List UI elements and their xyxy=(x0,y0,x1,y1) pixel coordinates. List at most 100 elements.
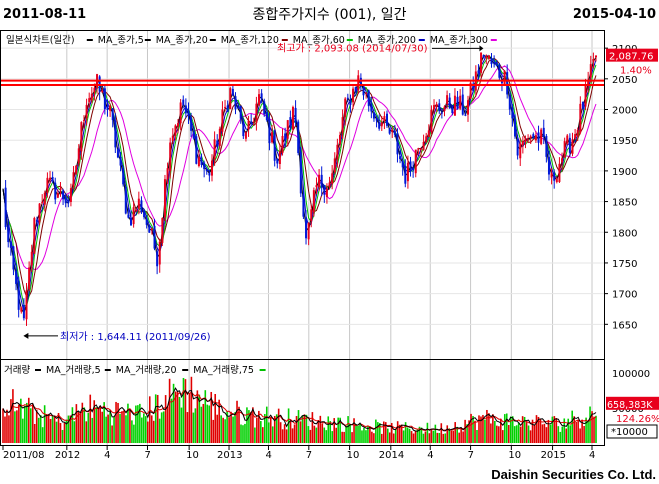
volume-bar xyxy=(262,427,264,443)
candle-up xyxy=(344,98,347,118)
volume-bar xyxy=(527,425,530,443)
volume-bar xyxy=(8,415,10,443)
volume-bar xyxy=(283,424,286,443)
x-tick-label: 10 xyxy=(186,450,199,461)
candle-up xyxy=(406,162,409,182)
volume-bar xyxy=(168,378,171,443)
candle-down xyxy=(461,94,464,115)
volume-bar xyxy=(537,416,540,443)
volume-bar xyxy=(105,416,107,443)
volume-bar xyxy=(365,430,367,443)
candle-down xyxy=(145,218,148,225)
volume-bar xyxy=(541,424,544,443)
volume-bar xyxy=(53,416,56,443)
volume-bar xyxy=(482,414,484,443)
volume-bar xyxy=(468,420,470,443)
candle-down xyxy=(393,130,396,135)
volume-bar xyxy=(353,418,355,443)
volume-legend-item: 거래량 xyxy=(4,364,30,376)
volume-bar xyxy=(234,412,236,443)
candle-down xyxy=(537,132,540,143)
candle-up xyxy=(380,122,383,127)
volume-bar xyxy=(428,433,431,443)
volume-bar xyxy=(381,433,383,443)
volume-bar xyxy=(67,415,70,443)
candle-up xyxy=(336,144,339,160)
candle-down xyxy=(216,140,219,147)
candle-down xyxy=(35,219,38,223)
volume-bar xyxy=(396,421,399,443)
candle-down xyxy=(143,210,146,218)
candle-up xyxy=(435,103,438,108)
candle-down xyxy=(54,182,57,200)
candle-down xyxy=(114,120,117,148)
volume-bar xyxy=(581,419,583,443)
candle-down xyxy=(362,87,365,96)
volume-bar xyxy=(281,429,284,443)
candle-up xyxy=(485,56,488,58)
volume-bar xyxy=(244,423,246,443)
candle-up xyxy=(357,75,360,91)
y-tick-label: 1850 xyxy=(612,198,637,209)
price-legend-item: 일본식차트(일간) xyxy=(6,34,75,46)
volume-bar xyxy=(505,413,508,443)
volume-bar xyxy=(361,430,363,443)
candle-up xyxy=(466,100,469,115)
volume-bar xyxy=(488,413,490,443)
volume-bar xyxy=(113,416,115,443)
candle-up xyxy=(433,105,436,110)
volume-bar xyxy=(400,424,403,443)
volume-bar xyxy=(152,420,155,443)
candle-down xyxy=(500,80,503,84)
volume-bar xyxy=(436,432,439,443)
last-volume-box xyxy=(606,396,659,410)
volume-bar xyxy=(327,416,330,443)
candle-up xyxy=(218,128,221,146)
volume-bar xyxy=(202,403,205,443)
volume-bar xyxy=(311,412,314,443)
volume-bar xyxy=(384,422,387,443)
volume-bar xyxy=(472,416,474,443)
candle-down xyxy=(184,105,187,114)
volume-bar xyxy=(402,430,405,443)
volume-bar xyxy=(511,416,514,443)
volume-panel-frame xyxy=(0,359,605,446)
candle-down xyxy=(190,118,193,131)
candle-up xyxy=(224,106,227,108)
volume-bar xyxy=(587,421,589,443)
candle-down xyxy=(498,64,501,78)
candle-up xyxy=(331,173,334,184)
volume-bar xyxy=(256,417,258,443)
volume-bar xyxy=(331,431,334,443)
volume-bar xyxy=(480,416,482,443)
candle-up xyxy=(43,192,46,205)
candle-up xyxy=(177,123,180,127)
volume-bar xyxy=(456,426,458,443)
candle-up xyxy=(563,141,566,158)
candle-down xyxy=(148,225,151,233)
last-volume-label: 658,383K xyxy=(607,400,653,411)
volume-bar xyxy=(59,423,62,443)
volume-bar xyxy=(501,430,504,443)
volume-bar xyxy=(220,415,222,443)
volume-bar xyxy=(303,414,306,443)
candle-down xyxy=(490,57,493,65)
candle-up xyxy=(566,135,569,144)
axes: 1650170017501800185019001950200020502100… xyxy=(2,44,659,461)
candle-down xyxy=(451,105,454,113)
candle-down xyxy=(372,112,375,119)
candle-up xyxy=(255,103,258,123)
volume-bar xyxy=(287,408,290,443)
volume-bar xyxy=(43,405,46,443)
candle-up xyxy=(312,190,315,213)
volume-bar xyxy=(79,414,82,443)
volume-bar xyxy=(509,416,512,443)
candle-up xyxy=(315,185,318,188)
volume-bar xyxy=(226,411,228,443)
candle-up xyxy=(550,173,553,178)
volume-bar xyxy=(41,427,44,443)
candle-up xyxy=(425,136,428,142)
candle-up xyxy=(252,121,255,123)
volume-bar xyxy=(119,413,121,443)
